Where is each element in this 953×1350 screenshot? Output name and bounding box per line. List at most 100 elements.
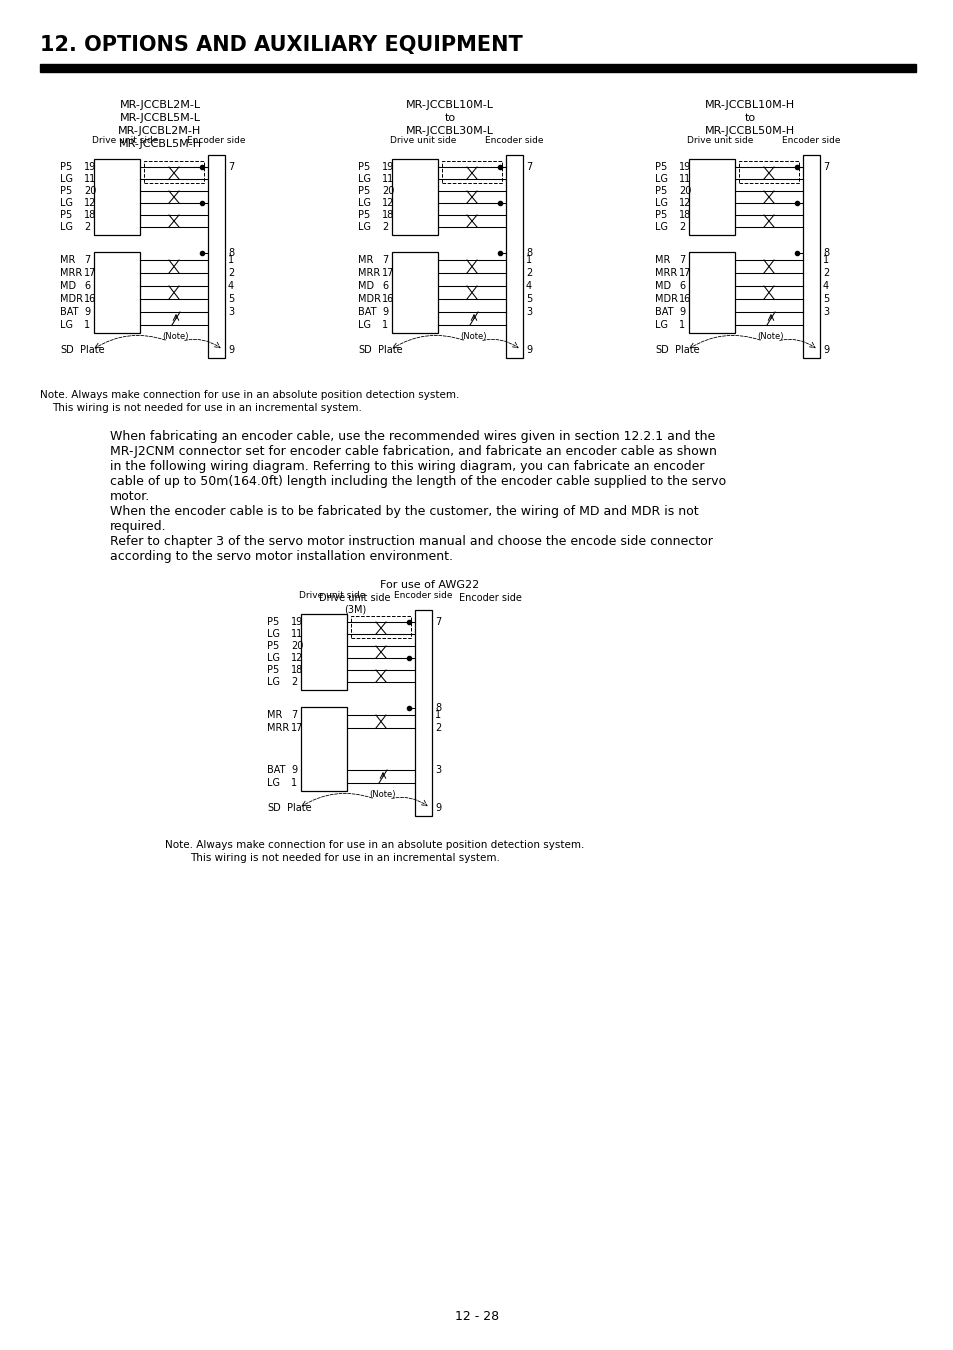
- Text: LG: LG: [357, 221, 371, 232]
- Text: 20: 20: [291, 641, 303, 651]
- Text: MRR: MRR: [267, 724, 289, 733]
- Text: 19: 19: [291, 617, 303, 626]
- Bar: [94, 252, 140, 333]
- Text: MD: MD: [357, 281, 374, 292]
- Text: 19: 19: [84, 162, 96, 171]
- Text: 18: 18: [679, 211, 691, 220]
- Text: Encoder side: Encoder side: [485, 136, 543, 144]
- Text: P5: P5: [60, 186, 72, 196]
- Bar: [688, 252, 734, 333]
- Text: MR: MR: [357, 255, 373, 265]
- Text: 7: 7: [381, 255, 388, 265]
- Text: Encoder side: Encoder side: [458, 593, 521, 603]
- Text: MR-J2CNM connector set for encoder cable fabrication, and fabricate an encoder c: MR-J2CNM connector set for encoder cable…: [110, 446, 716, 458]
- Text: LG: LG: [357, 174, 371, 184]
- Text: Note. Always make connection for use in an absolute position detection system.: Note. Always make connection for use in …: [165, 840, 584, 850]
- Text: 1: 1: [822, 255, 828, 265]
- Bar: [802, 155, 820, 358]
- Bar: [415, 610, 432, 815]
- Text: Plate: Plate: [80, 346, 105, 355]
- Text: 4: 4: [822, 281, 828, 292]
- Text: 18: 18: [381, 211, 394, 220]
- Text: LG: LG: [357, 320, 371, 329]
- Bar: [505, 155, 522, 358]
- Text: according to the servo motor installation environment.: according to the servo motor installatio…: [110, 549, 453, 563]
- Bar: [208, 155, 225, 358]
- Text: 7: 7: [679, 255, 684, 265]
- Bar: [392, 252, 437, 333]
- Text: 5: 5: [525, 294, 532, 304]
- Text: 4: 4: [228, 281, 233, 292]
- Text: This wiring is not needed for use in an incremental system.: This wiring is not needed for use in an …: [190, 853, 499, 863]
- Text: 5: 5: [228, 294, 234, 304]
- Text: 2: 2: [291, 676, 297, 687]
- Text: P5: P5: [60, 162, 72, 171]
- Text: LG: LG: [60, 198, 73, 208]
- Text: 6: 6: [679, 281, 684, 292]
- Text: 2: 2: [679, 221, 684, 232]
- Bar: [40, 63, 915, 72]
- Text: 3: 3: [228, 306, 233, 317]
- Text: LG: LG: [267, 653, 280, 663]
- Text: 11: 11: [679, 174, 691, 184]
- Text: (3M): (3M): [343, 603, 366, 614]
- Bar: [94, 159, 140, 235]
- Text: MRR: MRR: [655, 269, 677, 278]
- Text: 7: 7: [291, 710, 297, 720]
- Text: 9: 9: [381, 306, 388, 317]
- Bar: [739, 161, 799, 184]
- Text: MR: MR: [267, 710, 282, 720]
- Text: (Note): (Note): [757, 332, 783, 342]
- Text: SD: SD: [655, 346, 668, 355]
- Text: to: to: [743, 113, 755, 123]
- Text: P5: P5: [655, 186, 666, 196]
- Text: 3: 3: [525, 306, 532, 317]
- Text: LG: LG: [655, 221, 667, 232]
- Text: 3: 3: [822, 306, 828, 317]
- Text: 9: 9: [228, 346, 233, 355]
- Text: MRR: MRR: [60, 269, 82, 278]
- Text: 1: 1: [381, 320, 388, 329]
- Text: BAT: BAT: [60, 306, 78, 317]
- Text: MR-JCCBL10M-L: MR-JCCBL10M-L: [406, 100, 494, 109]
- Text: Refer to chapter 3 of the servo motor instruction manual and choose the encode s: Refer to chapter 3 of the servo motor in…: [110, 535, 712, 548]
- Text: 2: 2: [228, 269, 234, 278]
- Text: 7: 7: [822, 162, 828, 171]
- Text: 4: 4: [525, 281, 532, 292]
- Text: Encoder side: Encoder side: [187, 136, 246, 144]
- Text: P5: P5: [655, 211, 666, 220]
- Text: LG: LG: [357, 198, 371, 208]
- Text: 9: 9: [84, 306, 90, 317]
- Text: 17: 17: [679, 269, 691, 278]
- Text: 1: 1: [679, 320, 684, 329]
- Text: 17: 17: [84, 269, 96, 278]
- Text: 8: 8: [228, 248, 233, 258]
- Text: MR: MR: [655, 255, 670, 265]
- Text: P5: P5: [357, 211, 370, 220]
- Text: LG: LG: [267, 778, 280, 788]
- Text: 1: 1: [84, 320, 90, 329]
- Bar: [144, 161, 204, 184]
- Text: 12. OPTIONS AND AUXILIARY EQUIPMENT: 12. OPTIONS AND AUXILIARY EQUIPMENT: [40, 35, 522, 55]
- Text: MD: MD: [655, 281, 670, 292]
- Text: LG: LG: [60, 221, 73, 232]
- Text: MR-JCCBL5M-L: MR-JCCBL5M-L: [119, 113, 200, 123]
- Bar: [392, 159, 437, 235]
- Text: (Note): (Note): [370, 791, 395, 799]
- Text: required.: required.: [110, 520, 167, 533]
- Text: 9: 9: [525, 346, 532, 355]
- Text: 5: 5: [822, 294, 828, 304]
- Text: P5: P5: [60, 211, 72, 220]
- Text: 17: 17: [291, 724, 303, 733]
- Text: 20: 20: [679, 186, 691, 196]
- Text: 2: 2: [381, 221, 388, 232]
- Text: 12: 12: [84, 198, 96, 208]
- Text: P5: P5: [267, 666, 279, 675]
- Text: 11: 11: [84, 174, 96, 184]
- Text: MDR: MDR: [655, 294, 678, 304]
- Text: 7: 7: [84, 255, 91, 265]
- Text: 8: 8: [822, 248, 828, 258]
- Text: LG: LG: [267, 629, 280, 639]
- Text: BAT: BAT: [357, 306, 376, 317]
- Text: 7: 7: [525, 162, 532, 171]
